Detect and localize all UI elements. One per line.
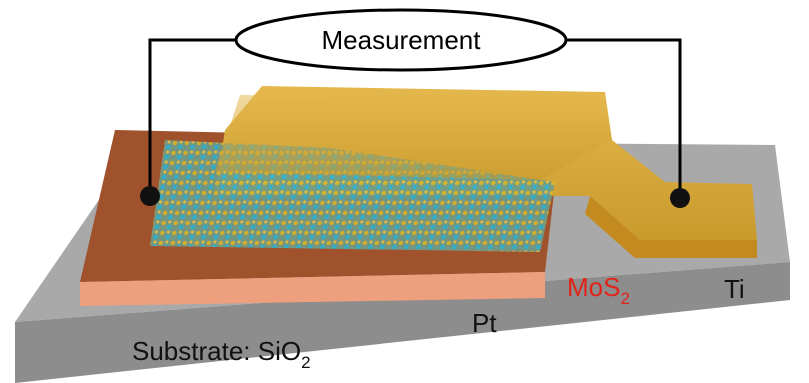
pt-label: Pt [472,308,497,338]
substrate-base: Substrate: SiO [132,336,301,366]
contact-dot [140,186,160,206]
diagram: Measurement Pt MoS2 Ti Substrate: SiO2 [0,0,809,383]
mos2-base: MoS [567,272,620,302]
mos2-sub: 2 [620,289,629,308]
substrate-sub: 2 [301,353,310,372]
measurement-label: Measurement [322,25,482,55]
ti-overlay [215,95,612,180]
ti-label: Ti [724,274,745,304]
contact-dot [670,188,690,208]
